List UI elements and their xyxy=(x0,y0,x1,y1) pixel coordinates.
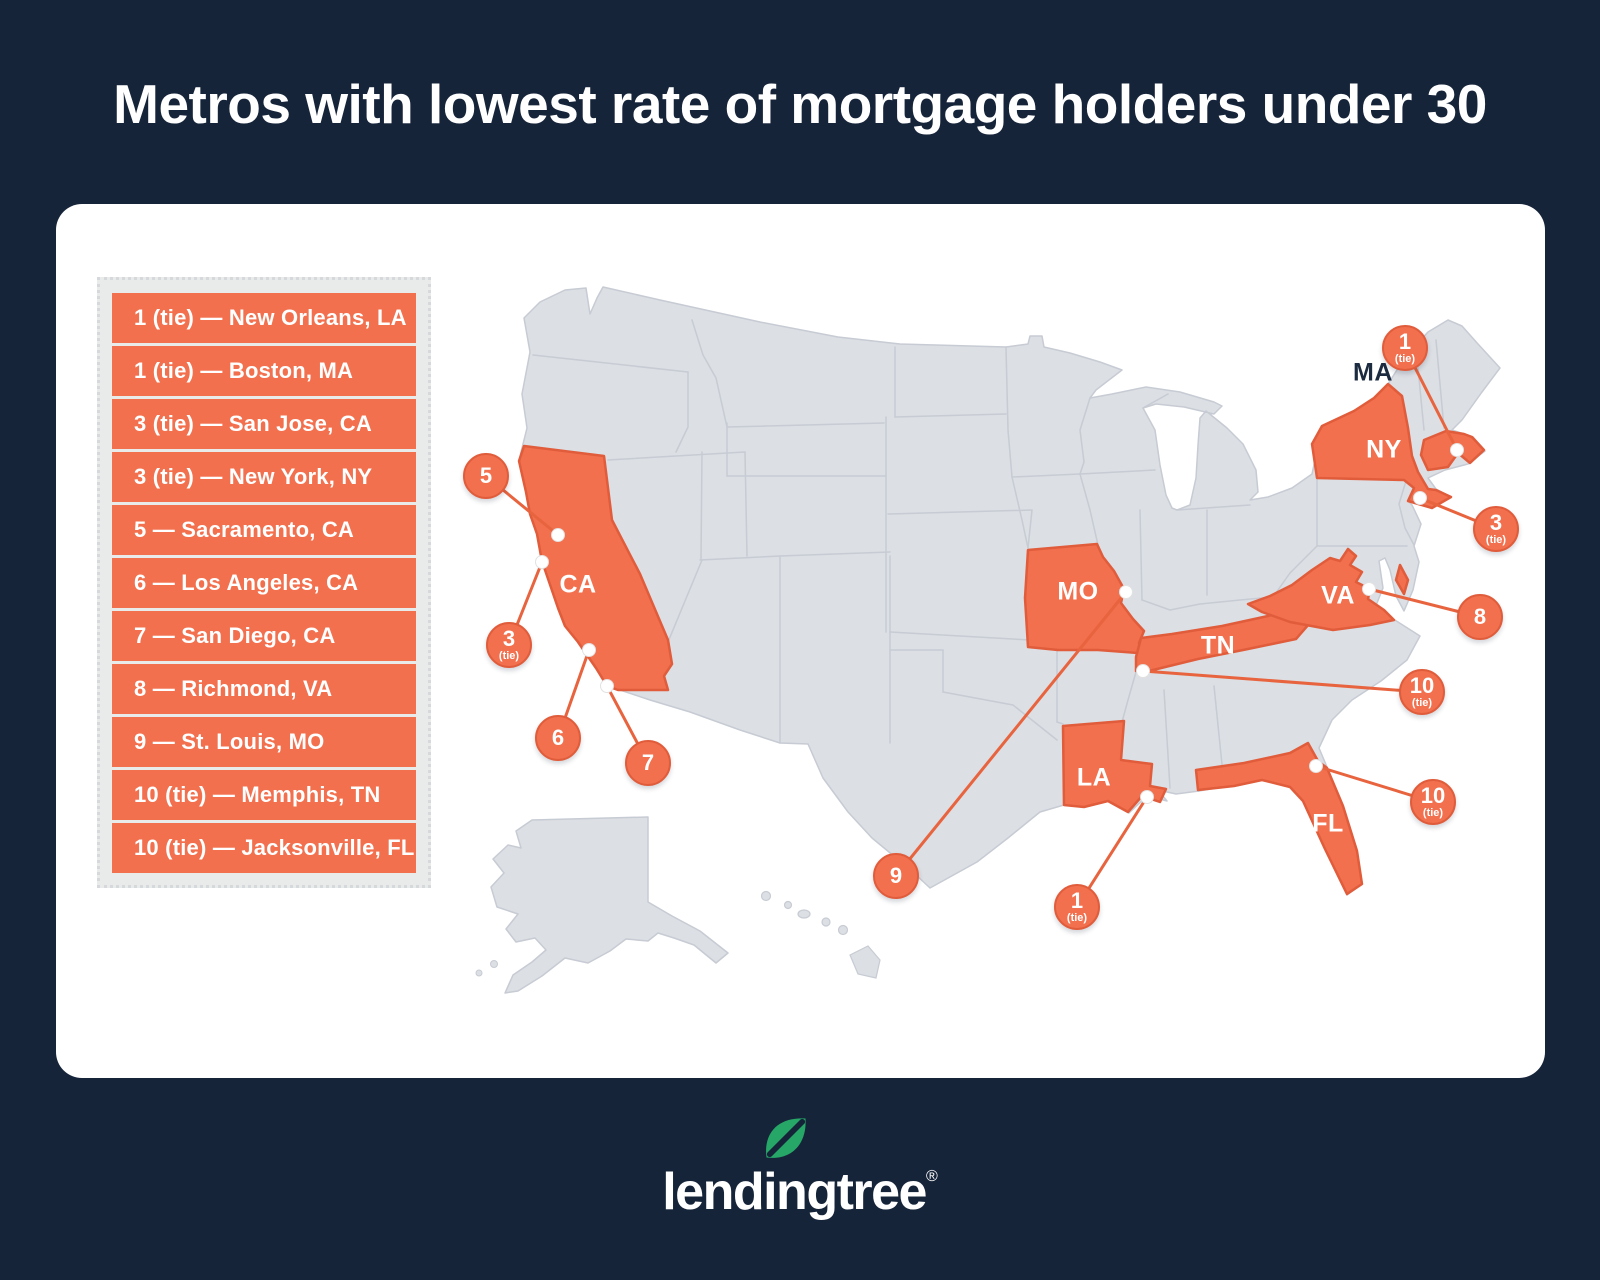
metro-dot-los-angeles xyxy=(582,643,596,657)
state-border-lines xyxy=(532,319,1445,789)
badge-tie-label: (tie) xyxy=(498,650,520,662)
state-label-ca: CA xyxy=(559,570,597,599)
legend-item: 10 (tie) — Jacksonville, FL xyxy=(112,823,416,873)
state-label-mo: MO xyxy=(1057,577,1099,606)
badge-tie-label: (tie) xyxy=(1066,912,1088,924)
legend-item: 9 — St. Louis, MO xyxy=(112,717,416,767)
metro-dot-san-diego xyxy=(600,679,614,693)
callout-badge-new-orleans: 1 (tie) xyxy=(1054,884,1100,930)
alaska-shape xyxy=(490,816,729,994)
callout-badge-san-jose: 3 (tie) xyxy=(486,622,532,668)
badge-rank: 10 xyxy=(1420,783,1446,808)
hawaii-islands xyxy=(760,890,881,979)
state-shape-virginia-eastern-shore xyxy=(1394,563,1410,596)
legend-item: 3 (tie) — New York, NY xyxy=(112,452,416,502)
state-label-tn: TN xyxy=(1200,631,1236,660)
callout-badge-jacksonville: 10 (tie) xyxy=(1410,779,1456,825)
legend-item: 1 (tie) — Boston, MA xyxy=(112,346,416,396)
badge-rank: 10 xyxy=(1409,673,1435,698)
metro-dot-new-orleans xyxy=(1140,790,1154,804)
metro-dot-richmond xyxy=(1362,582,1376,596)
badge-tie-label: (tie) xyxy=(1422,807,1444,819)
metro-dot-sacramento xyxy=(551,528,565,542)
legend-item: 5 — Sacramento, CA xyxy=(112,505,416,555)
metro-dot-new-york xyxy=(1413,491,1427,505)
callout-line-st-louis xyxy=(894,590,1128,878)
legend-item: 1 (tie) — New Orleans, LA xyxy=(112,293,416,343)
logo-wordmark: lendingtree® xyxy=(662,1166,938,1218)
logo-text: lendingtree xyxy=(662,1163,927,1221)
legend-item: 6 — Los Angeles, CA xyxy=(112,558,416,608)
badge-tie-label: (tie) xyxy=(1485,534,1507,546)
callout-badge-new-york: 3 (tie) xyxy=(1473,506,1519,552)
badge-tie-label: (tie) xyxy=(1411,697,1433,709)
badge-rank: 5 xyxy=(479,462,493,488)
badge-rank: 6 xyxy=(551,724,565,750)
state-shape-florida xyxy=(1194,741,1364,896)
aleutian-island xyxy=(475,969,483,977)
badge-rank: 8 xyxy=(1473,603,1487,629)
legend-item: 8 — Richmond, VA xyxy=(112,664,416,714)
state-shape-new-york xyxy=(1310,382,1453,510)
callout-line-memphis xyxy=(1141,669,1424,694)
page-title: Metros with lowest rate of mortgage hold… xyxy=(113,73,1487,135)
registered-mark: ® xyxy=(925,1168,938,1185)
callout-badge-los-angeles: 6 xyxy=(535,715,581,761)
state-shape-virginia xyxy=(1246,547,1396,632)
aleutian-island xyxy=(490,960,498,968)
callout-badge-richmond: 8 xyxy=(1457,594,1503,640)
badge-rank: 9 xyxy=(889,862,903,888)
metro-dot-san-jose xyxy=(535,555,549,569)
badge-tie-label: (tie) xyxy=(1394,353,1416,365)
state-label-ny: NY xyxy=(1366,435,1402,464)
state-label-va: VA xyxy=(1321,581,1355,610)
legend-item: 7 — San Diego, CA xyxy=(112,611,416,661)
badge-rank: 1 xyxy=(1398,329,1412,354)
callout-badge-memphis: 10 (tie) xyxy=(1399,669,1445,715)
metro-dot-memphis xyxy=(1136,664,1150,678)
callout-badge-san-diego: 7 xyxy=(625,740,671,786)
legend-item: 3 (tie) — San Jose, CA xyxy=(112,399,416,449)
callout-badge-boston: 1 (tie) xyxy=(1382,325,1428,371)
badge-rank: 7 xyxy=(641,749,655,775)
badge-rank: 3 xyxy=(502,626,516,651)
lendingtree-logo: lendingtree® xyxy=(0,1112,1600,1218)
leaf-icon xyxy=(760,1112,812,1164)
state-label-fl: FL xyxy=(1312,809,1344,838)
state-label-ma: MA xyxy=(1353,358,1393,387)
state-shape-louisiana xyxy=(1061,719,1168,814)
metro-dot-jacksonville xyxy=(1309,759,1323,773)
ranking-legend: 1 (tie) — New Orleans, LA 1 (tie) — Bost… xyxy=(97,277,431,888)
metro-dot-st-louis xyxy=(1119,585,1133,599)
callout-badge-st-louis: 9 xyxy=(873,853,919,899)
callout-badge-sacramento: 5 xyxy=(463,453,509,499)
state-shape-california xyxy=(517,444,674,692)
highlighted-states xyxy=(517,382,1486,896)
state-label-la: LA xyxy=(1076,763,1112,792)
metro-dots xyxy=(535,443,1464,804)
legend-item: 10 (tie) — Memphis, TN xyxy=(112,770,416,820)
badge-rank: 1 xyxy=(1070,888,1084,913)
badge-rank: 3 xyxy=(1489,510,1503,535)
metro-dot-boston xyxy=(1450,443,1464,457)
